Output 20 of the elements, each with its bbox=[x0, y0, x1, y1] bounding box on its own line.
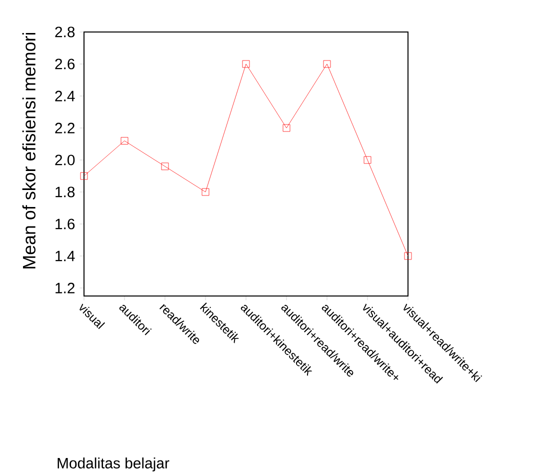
point bbox=[282, 124, 290, 132]
y-axis-title: Mean of skor efisiensi memori bbox=[22, 33, 36, 269]
y-tick-label: 2.0 bbox=[55, 154, 75, 166]
point bbox=[364, 156, 372, 164]
y-tick-label: 2.6 bbox=[55, 58, 75, 70]
point bbox=[242, 60, 250, 68]
y-tick-label: 1.8 bbox=[56, 186, 75, 198]
y-tick-label: 1.2 bbox=[56, 282, 74, 294]
point bbox=[161, 162, 169, 170]
y-tick-label: 2.2 bbox=[55, 122, 74, 134]
y-tick-label: 2.8 bbox=[55, 26, 75, 38]
point bbox=[120, 137, 128, 145]
y-tick-label: 1.6 bbox=[56, 218, 75, 230]
x-axis-title: Modalitas belajar bbox=[58, 458, 170, 472]
y-tick-label: 2.4 bbox=[55, 90, 75, 102]
point bbox=[80, 172, 88, 180]
y-tick-label: 1.4 bbox=[56, 250, 75, 262]
point bbox=[202, 188, 210, 196]
point bbox=[323, 60, 331, 68]
point bbox=[404, 252, 412, 260]
